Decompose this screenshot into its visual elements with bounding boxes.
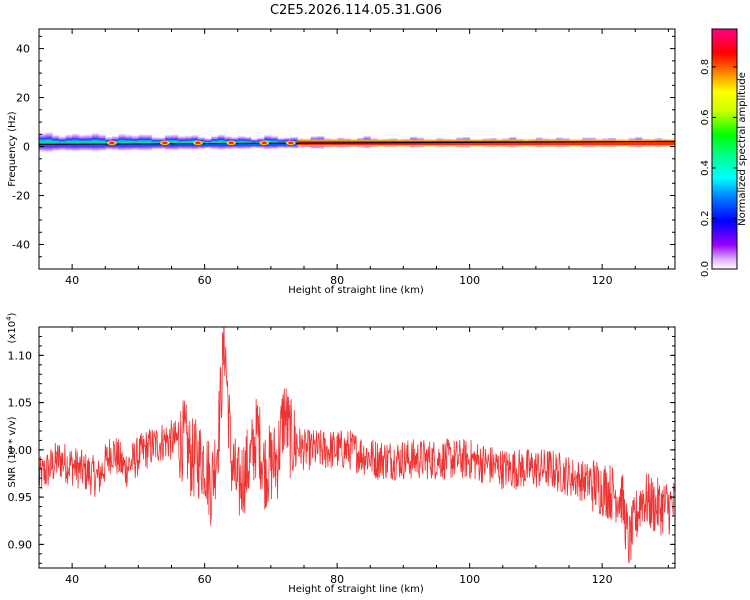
frequency-band [39, 131, 675, 154]
band-core [297, 140, 675, 146]
snr-series [39, 327, 675, 564]
snr-xtick-label: 40 [65, 573, 79, 586]
band-column [85, 133, 93, 153]
band-column [65, 133, 73, 153]
spectrogram-ticks: 40 60 80 100 120 40 20 0 -20 -40 [12, 29, 675, 287]
snr-line [39, 327, 675, 564]
spectrogram-ytick-label: 20 [16, 92, 30, 105]
band-column [171, 133, 179, 152]
snr-panel: 40 60 80 100 120 0.90 0.95 1.00 1.05 1.10 Height … [5, 312, 676, 595]
colorbar: 0.0 0.2 0.4 0.6 0.8 Normalized spectral ampl… [700, 28, 748, 277]
snr-ytick-label: 1.05 [8, 397, 33, 410]
spectrogram-xtick-label: 60 [198, 274, 212, 287]
band-column [237, 135, 245, 151]
band-hotspot-core [162, 141, 168, 145]
spectrogram-xtick-label: 80 [330, 274, 344, 287]
snr-ytick-label: 1.00 [8, 444, 33, 457]
snr-frame [38, 326, 676, 569]
colorbar-gradient [711, 28, 738, 270]
band-column [138, 133, 146, 152]
snr-xtick-label: 100 [459, 573, 480, 586]
snr-ytick-label: 1.10 [8, 349, 33, 362]
band-column [72, 132, 80, 153]
colorbar-tick-label: 0.8 [700, 59, 711, 75]
colorbar-tick-label: 0.6 [700, 109, 711, 125]
spectrogram-ytick-label: -40 [12, 239, 30, 252]
band-core-edge [297, 145, 675, 147]
colorbar-tick-label: 0.4 [700, 160, 711, 176]
band-column [58, 135, 67, 152]
snr-xtick-label: 80 [330, 573, 344, 586]
band-column [178, 135, 186, 151]
spectrogram-ytick-label: -20 [12, 190, 30, 203]
band-core-edge [297, 139, 675, 141]
band-column [78, 134, 86, 152]
colorbar-tick-label: 0.0 [700, 261, 711, 277]
band-column [131, 134, 139, 152]
spectrogram-ylabel: Frequency (Hz) [7, 111, 18, 187]
spectrogram-xtick-label: 120 [592, 274, 613, 287]
spectrogram-ytick-label: 0 [23, 141, 30, 154]
band-column [270, 135, 279, 151]
colorbar-ticks: 0.0 0.2 0.4 0.6 0.8 [700, 59, 737, 277]
colorbar-tick-label: 0.2 [700, 211, 711, 227]
spectrogram-panel: 40 60 80 100 120 40 20 0 -20 -40 Height of straig… [7, 28, 676, 296]
band-column [98, 133, 106, 153]
spectrogram-frame [38, 28, 676, 270]
band-column [52, 133, 60, 153]
band-column [125, 133, 133, 152]
band-hotspot-core [228, 141, 234, 145]
band-column [211, 135, 219, 151]
band-column [184, 134, 192, 151]
snr-xtick-label: 120 [592, 573, 613, 586]
band-hotspot-core [261, 141, 267, 145]
figure-title: C2E5.2026.114.05.31.G06 [270, 3, 442, 18]
spectrogram-ytick-label: 40 [16, 43, 30, 56]
snr-ytick-label: 0.95 [8, 491, 33, 504]
snr-ticks: 40 60 80 100 120 0.90 0.95 1.00 1.05 1.10 [8, 327, 675, 586]
snr-multiplier: (x104) [5, 312, 18, 343]
band-column [145, 133, 153, 152]
snr-xlabel: Height of straight line (km) [288, 584, 424, 595]
band-center-line [39, 140, 675, 145]
band-column [118, 132, 126, 153]
spectrogram-xtick-label: 100 [459, 274, 480, 287]
spectrogram-xtick-label: 40 [65, 274, 79, 287]
band-column [92, 131, 100, 153]
band-hotspot-core [288, 141, 294, 145]
snr-xtick-label: 60 [198, 573, 212, 586]
colorbar-label: Normalized spectral amplitude [737, 72, 748, 226]
band-column [45, 131, 53, 154]
snr-ylabel: SNR (10 * v/v) [7, 416, 18, 487]
band-column [39, 132, 47, 154]
snr-ytick-label: 0.90 [8, 538, 33, 551]
band-hotspot-core [109, 141, 115, 145]
band-column [217, 133, 226, 152]
spectrogram-xlabel: Height of straight line (km) [288, 285, 424, 296]
band-hotspot-core [195, 141, 201, 145]
